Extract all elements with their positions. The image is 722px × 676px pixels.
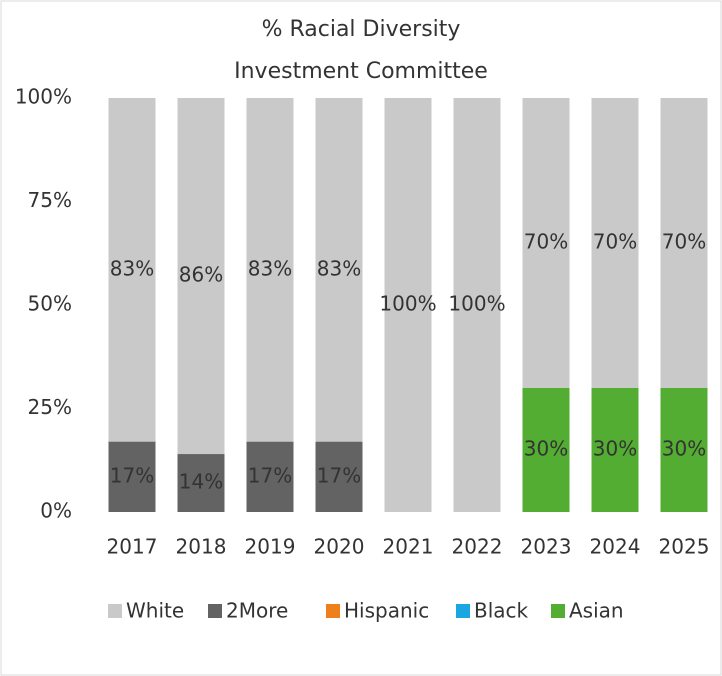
legend-swatch: [326, 604, 340, 618]
x-tick-label: 2024: [590, 535, 641, 559]
data-label: 14%: [179, 470, 223, 494]
x-tick-label: 2025: [659, 535, 710, 559]
legend-label: 2More: [226, 599, 288, 623]
bar-segment: [660, 387, 708, 512]
bar-segment: [591, 98, 639, 388]
bar-segment: [522, 98, 570, 388]
legend-label: White: [126, 599, 184, 623]
legend-swatch: [551, 604, 565, 618]
data-label: 17%: [317, 463, 361, 487]
y-tick-label: 100%: [15, 85, 72, 109]
data-label: 70%: [524, 229, 568, 253]
bar-segment: [108, 441, 156, 512]
y-tick-label: 0%: [40, 499, 72, 523]
bar-segment: [315, 441, 363, 512]
legend-label: Asian: [569, 599, 624, 623]
y-tick-label: 25%: [28, 395, 72, 419]
data-label: 17%: [248, 463, 292, 487]
x-tick-label: 2019: [245, 535, 296, 559]
data-label: 83%: [317, 256, 361, 280]
bar-segment: [453, 98, 501, 512]
data-label: 30%: [662, 436, 706, 460]
bar-segment: [246, 441, 294, 512]
data-label: 30%: [593, 436, 637, 460]
x-tick-label: 2021: [383, 535, 434, 559]
bar-segment: [177, 98, 225, 455]
x-tick-label: 2017: [107, 535, 158, 559]
bar-segment: [315, 98, 363, 442]
data-label: 70%: [593, 229, 637, 253]
bar-segment: [591, 387, 639, 512]
bar-segment: [384, 98, 432, 512]
data-label: 100%: [448, 292, 505, 316]
data-label: 70%: [662, 229, 706, 253]
y-tick-label: 50%: [28, 292, 72, 316]
legend-swatch: [108, 604, 122, 618]
bar-segment: [522, 387, 570, 512]
legend-label: Black: [474, 599, 529, 623]
x-tick-label: 2023: [521, 535, 572, 559]
bar-segment: [660, 98, 708, 388]
legend-swatch: [208, 604, 222, 618]
data-label: 83%: [110, 256, 154, 280]
bar-segment: [246, 98, 294, 442]
chart-title: Investment Committee: [234, 59, 488, 84]
data-label: 86%: [179, 263, 223, 287]
data-label: 83%: [248, 256, 292, 280]
bar-segment: [177, 454, 225, 512]
x-tick-label: 2018: [176, 535, 227, 559]
data-label: 100%: [379, 292, 436, 316]
x-tick-label: 2022: [452, 535, 503, 559]
bar-segment: [108, 98, 156, 442]
legend-label: Hispanic: [344, 599, 429, 623]
legend-swatch: [456, 604, 470, 618]
data-label: 17%: [110, 463, 154, 487]
chart-title: % Racial Diversity: [262, 17, 461, 42]
x-tick-label: 2020: [314, 535, 365, 559]
data-label: 30%: [524, 436, 568, 460]
y-tick-label: 75%: [28, 188, 72, 212]
